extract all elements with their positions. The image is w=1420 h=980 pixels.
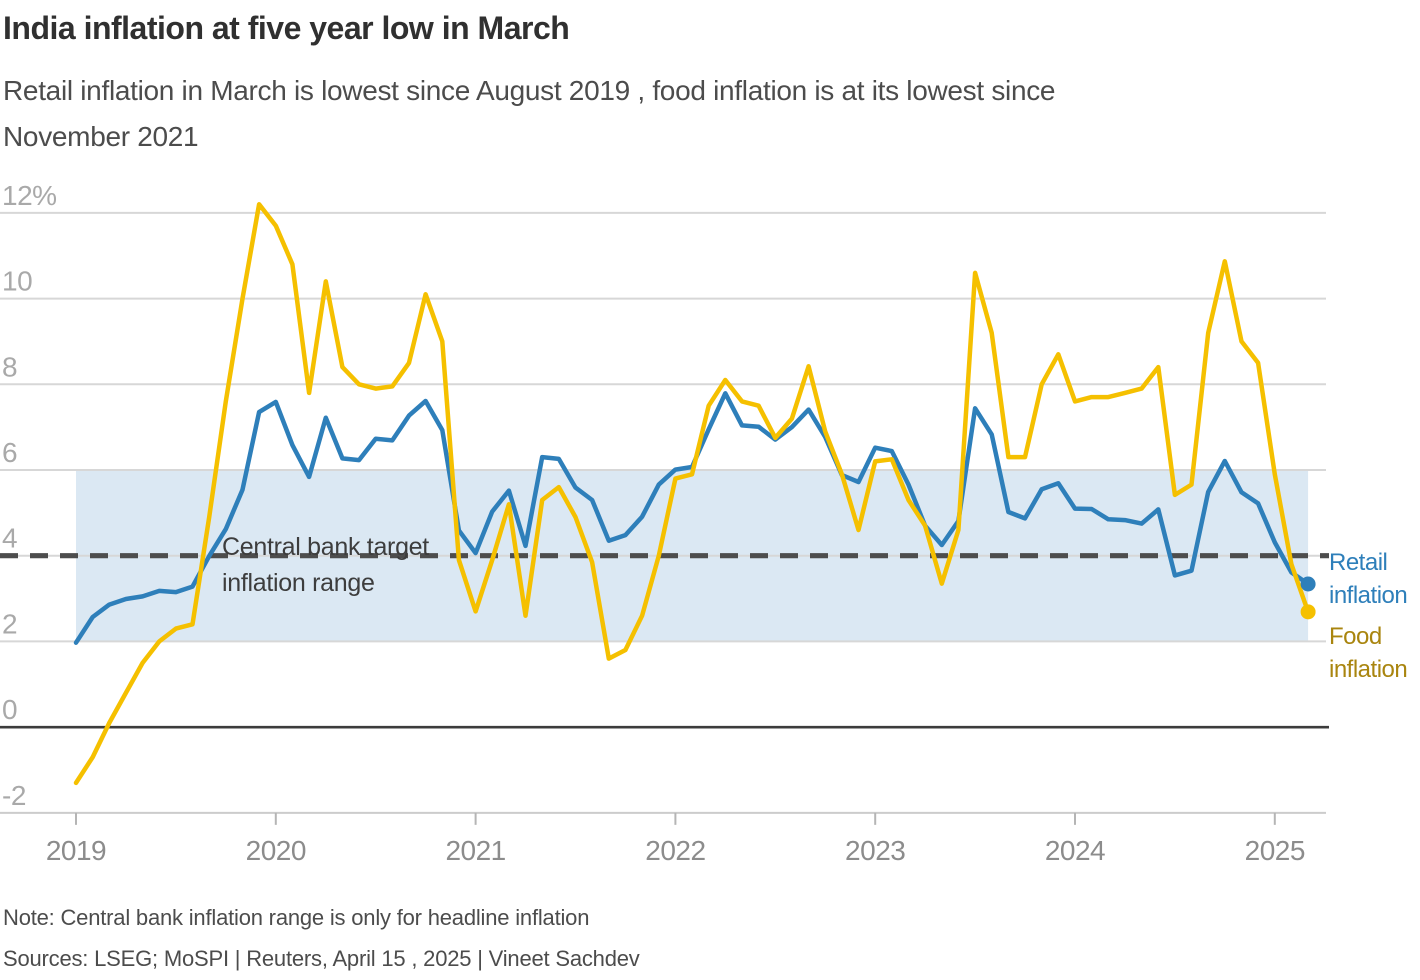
x-tick-label-2022: 2022 — [645, 835, 705, 866]
subtitle-line-2: November 2021 — [3, 121, 199, 152]
annotation-line-2: inflation range — [222, 569, 375, 597]
food-end-dot — [1300, 604, 1316, 620]
food-inflation-line — [73, 202, 1311, 786]
page-subtitle: Retail inflation in March is lowest sinc… — [3, 68, 1343, 160]
x-tick-label-2024: 2024 — [1045, 835, 1105, 866]
legend-food-inflation: Food inflation — [1329, 623, 1408, 683]
axes-group — [0, 725, 1329, 825]
y-tick-label--2: -2 — [2, 780, 26, 811]
y-tick-label-10: 10 — [2, 266, 32, 297]
page-title: India inflation at five year low in Marc… — [3, 10, 570, 46]
x-tick-label-2025: 2025 — [1245, 835, 1305, 866]
legend-retail-inflation: Retail inflation — [1329, 549, 1408, 609]
footnote: Note: Central bank inflation range is on… — [3, 905, 590, 930]
y-axis-labels-group: 12% 10 8 6 4 2 0 -2 — [2, 180, 57, 811]
x-axis-labels-group: 2019 2020 2021 2022 2023 2024 2025 — [46, 835, 1306, 866]
y-tick-label-0: 0 — [2, 694, 17, 725]
annotation-line-1: Central bank target — [222, 533, 429, 561]
y-tick-label-2: 2 — [2, 608, 17, 639]
sources-line: Sources: LSEG; MoSPI | Reuters, April 15… — [3, 946, 640, 971]
x-tick-label-2021: 2021 — [445, 835, 505, 866]
target-band-annotation: Central bank target inflation range — [222, 529, 522, 601]
y-tick-label-4: 4 — [2, 523, 17, 554]
retail-end-dot — [1300, 576, 1316, 592]
x-tick-label-2020: 2020 — [246, 835, 306, 866]
x-tick-label-2019: 2019 — [46, 835, 106, 866]
end-dots-group — [1300, 576, 1316, 620]
y-tick-label-8: 8 — [2, 351, 17, 382]
x-tick-label-2023: 2023 — [845, 835, 905, 866]
y-tick-label-12%: 12% — [2, 180, 57, 211]
subtitle-line-1: Retail inflation in March is lowest sinc… — [3, 75, 1056, 106]
y-tick-label-6: 6 — [2, 437, 17, 468]
series-lines-group — [73, 202, 1311, 786]
